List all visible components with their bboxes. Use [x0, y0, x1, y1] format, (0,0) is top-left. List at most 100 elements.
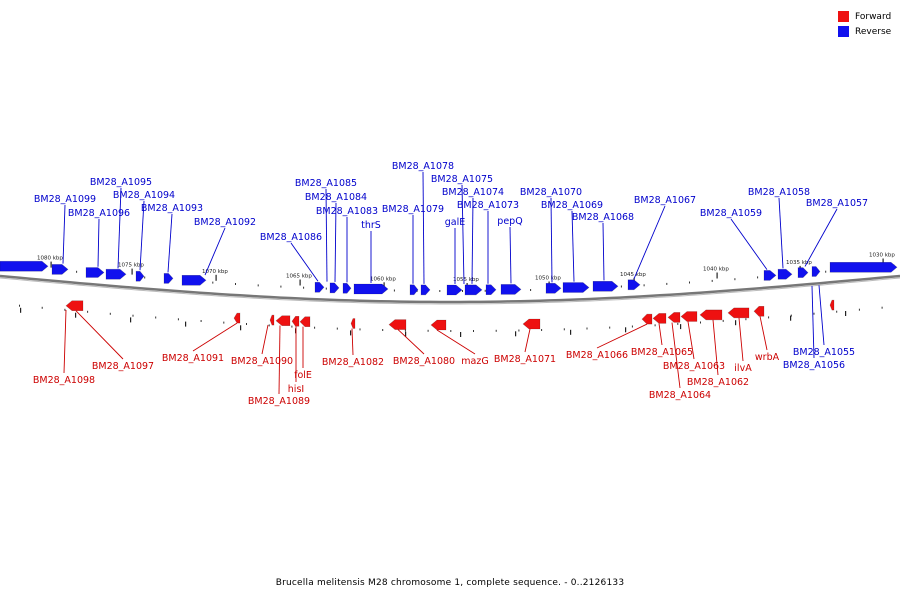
leader-line [63, 309, 67, 374]
reverse-gene-label: BM28_A1068 [572, 212, 634, 223]
forward-gene-label: BM28_A1090 [231, 356, 293, 367]
reverse-gene-arrow-outline [314, 281, 325, 293]
reverse-gene-label: BM28_A1086 [260, 232, 322, 243]
leader-line [351, 328, 354, 356]
forward-gene-arrow [66, 300, 83, 311]
reverse-gene-label: galE [445, 217, 466, 228]
reverse-gene-arrow [546, 283, 561, 294]
reverse-gene-label: BM28_A1085 [295, 178, 357, 189]
leader-line [97, 218, 100, 267]
forward-gene-arrow [754, 306, 764, 317]
minor-tick [530, 289, 532, 291]
forward-gene-arrow-outline [652, 313, 667, 324]
forward-gene-arrow [681, 311, 697, 322]
minor-tick [858, 308, 860, 311]
major-tick [20, 307, 22, 313]
minor-tick [836, 310, 838, 313]
minor-tick [677, 322, 679, 325]
reverse-gene-arrow [410, 284, 418, 295]
minor-tick [825, 270, 827, 273]
reverse-gene-arrow-outline [592, 280, 619, 292]
major-tick [131, 268, 133, 275]
label-leader-lines [62, 171, 838, 395]
reverse-gene-arrow [501, 284, 521, 295]
leader-line [397, 329, 425, 355]
forward-gene-label: BM28_A1065 [631, 347, 693, 358]
minor-tick [666, 282, 668, 285]
leader-line [192, 322, 238, 352]
reverse-gene-arrow [812, 266, 820, 277]
major-tick [680, 324, 682, 330]
leader-line [687, 321, 695, 360]
gene-labels: BM28_A1099 BM28_A1096 BM28_A1095 BM28_A1094… [33, 161, 868, 407]
leader-line [738, 317, 744, 362]
leader-line [712, 319, 719, 376]
reverse-gene-arrow [330, 282, 339, 293]
reverse-gene-arrow-outline [105, 268, 127, 280]
reverse-gene-label: BM28_A1083 [316, 206, 378, 217]
reverse-gene-label: BM28_A1079 [382, 204, 444, 215]
minor-tick [325, 287, 327, 290]
reverse-gene-arrow-outline [135, 270, 145, 282]
minor-tick [212, 281, 214, 284]
forward-gene-label: BM28_A1098 [33, 375, 95, 386]
leader-line [139, 200, 145, 271]
minor-tick [64, 308, 66, 311]
forward-gene-arrow-outline [350, 318, 356, 329]
minor-tick [563, 328, 565, 331]
minor-tick [87, 310, 89, 313]
minor-tick [439, 290, 441, 292]
scale-ticks: 1080 kbp 1075 kbp 1070 kbp 1065 kbp 1060 kbp… [8, 253, 895, 337]
leader-line [436, 329, 476, 355]
reverse-gene-label: BM28_A1099 [34, 194, 96, 205]
minor-tick [132, 314, 134, 317]
forward-gene-arrow-outline [667, 312, 681, 323]
forward-gene-arrow [351, 318, 355, 329]
leader-line [818, 285, 825, 346]
forward-gene-label: hisI [288, 384, 304, 395]
reverse-gene-label: BM28_A1055 [793, 347, 855, 358]
forward-gene-label: BM28_A1064 [649, 390, 711, 401]
forward-gene-arrow-outline [753, 305, 765, 317]
major-tick [735, 320, 737, 326]
reverse-gene-arrow-outline [0, 260, 49, 272]
major-tick [130, 317, 132, 323]
leader-line [759, 316, 768, 351]
minor-tick [303, 286, 305, 289]
map-caption: Brucella melitensis M28 chromosome 1, co… [275, 578, 625, 588]
leader-line [471, 197, 474, 284]
minor-tick [586, 327, 588, 330]
reverse-gene-arrow [447, 285, 462, 295]
reverse-gene-arrow-outline [562, 282, 590, 293]
leader-line [596, 323, 648, 349]
minor-tick [427, 329, 429, 332]
minor-tick [246, 323, 247, 325]
reverse-gene-arrow-outline [811, 266, 821, 277]
forward-gene-arrow-outline [275, 315, 291, 327]
leader-line [671, 322, 681, 389]
minor-tick [722, 319, 724, 322]
leader-line [658, 323, 663, 346]
reverse-gene-arrow-outline [485, 284, 497, 296]
reverse-gene-label: BM28_A1056 [783, 360, 845, 371]
reverse-gene-arrow-outline [545, 282, 562, 294]
forward-gene-arrow [300, 316, 310, 327]
scale-label: 1040 kbp [703, 267, 729, 273]
reverse-gene-arrow-outline [777, 268, 793, 280]
leader-line [325, 188, 328, 282]
minor-tick [484, 289, 486, 292]
reverse-gene-arrow-outline [409, 284, 419, 296]
minor-tick [235, 283, 236, 285]
reverse-gene-arrow [52, 264, 68, 275]
forward-gene-arrow [276, 315, 290, 326]
backbone-line [0, 274, 900, 304]
leader-line [422, 171, 425, 284]
reverse-gene-arrow [354, 284, 388, 294]
major-tick [383, 282, 385, 289]
minor-tick [813, 312, 815, 315]
minor-tick [631, 325, 633, 328]
minor-tick [291, 325, 293, 328]
major-tick [75, 312, 77, 318]
reverse-gene-arrow [343, 283, 351, 294]
